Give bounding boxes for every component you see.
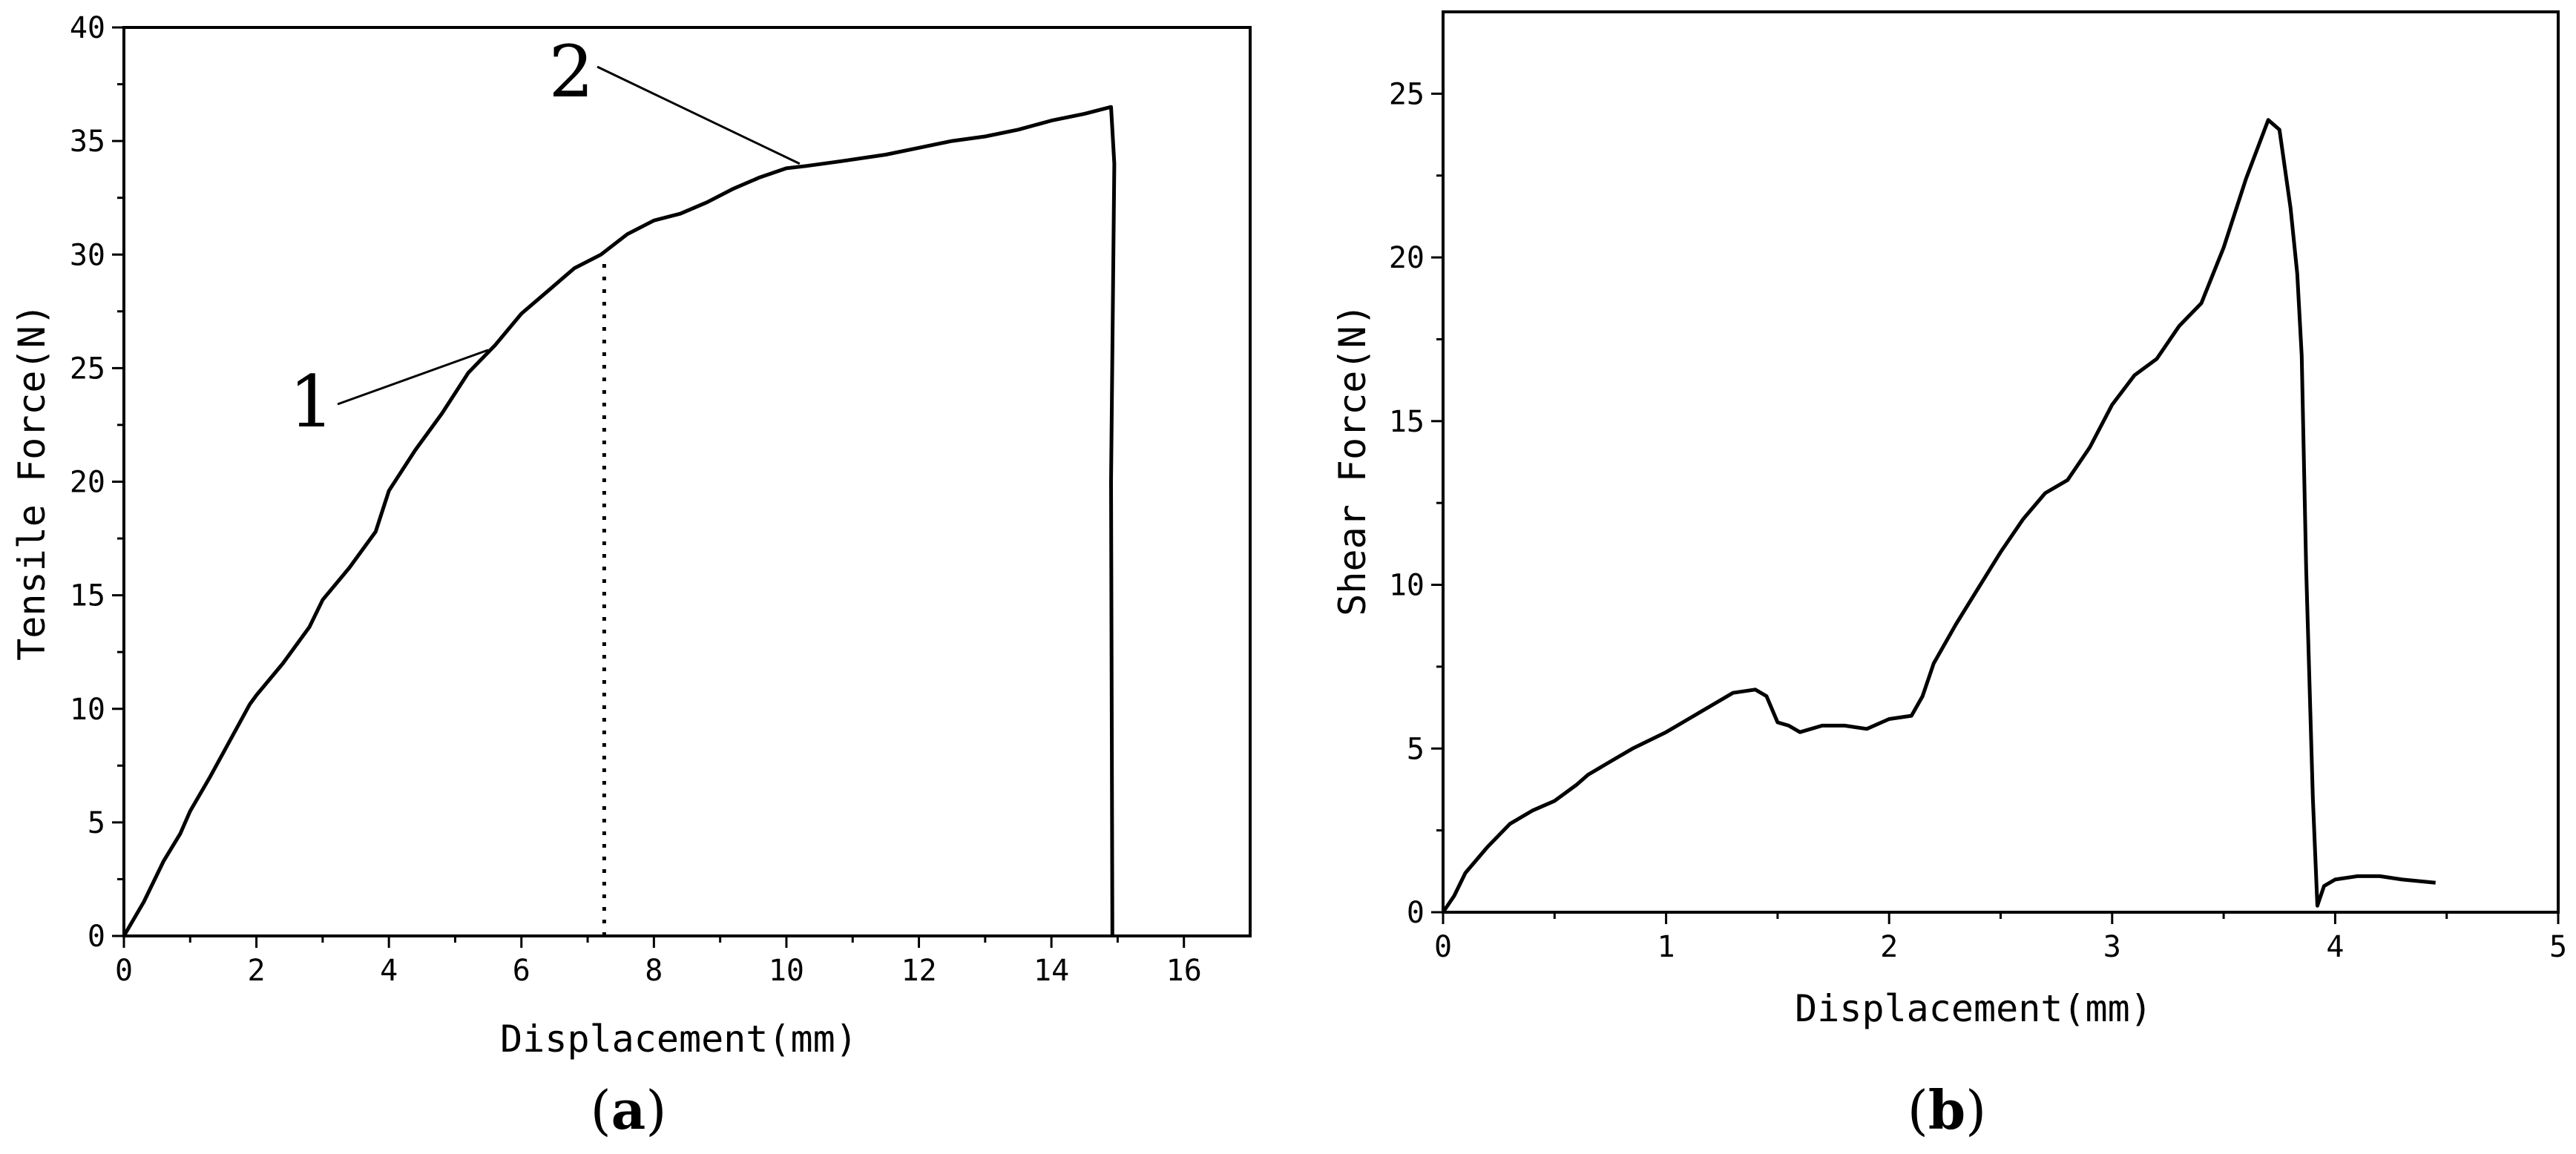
shear-chart: 0 1 2 3 4 5 0 5 10 15 20 25 Displacement(mm) Shear … bbox=[1331, 10, 2567, 1030]
tensile-axis-ticks bbox=[112, 26, 1186, 948]
a-x-tick-label: 10 bbox=[769, 954, 804, 988]
annotation-label-1: 1 bbox=[289, 360, 334, 444]
b-x-tick-label: 2 bbox=[1880, 930, 1898, 964]
panel-a-letter: a bbox=[611, 1078, 646, 1141]
b-y-tick-label: 25 bbox=[1389, 77, 1425, 111]
b-y-tick-label: 10 bbox=[1389, 569, 1425, 603]
b-y-tick-label: 5 bbox=[1407, 732, 1425, 766]
a-x-tick-label: 14 bbox=[1034, 954, 1069, 988]
tensile-y-axis-title: Tensile Force(N) bbox=[10, 303, 53, 661]
a-y-tick-label: 20 bbox=[70, 466, 105, 500]
panel-b-letter: b bbox=[1928, 1078, 1965, 1141]
a-y-tick-label: 0 bbox=[88, 920, 105, 954]
shear-axis-ticks bbox=[1431, 92, 2560, 924]
b-x-tick-label: 1 bbox=[1657, 930, 1675, 964]
a-y-tick-label: 40 bbox=[70, 11, 105, 45]
shear-tick-labels: 0 1 2 3 4 5 0 5 10 15 20 25 bbox=[1389, 77, 2567, 964]
a-x-tick-label: 12 bbox=[901, 954, 936, 988]
panel-label-b: (b) bbox=[1908, 1078, 1987, 1141]
a-x-tick-label: 16 bbox=[1166, 954, 1202, 988]
panel-b-close-paren: ) bbox=[1965, 1079, 1986, 1141]
annotation-leader-2 bbox=[597, 65, 801, 165]
a-y-tick-label: 35 bbox=[70, 125, 105, 159]
a-y-tick-label: 15 bbox=[70, 579, 105, 613]
b-x-tick-label: 5 bbox=[2549, 930, 2567, 964]
a-x-tick-label: 8 bbox=[645, 954, 663, 988]
b-y-tick-label: 15 bbox=[1389, 405, 1425, 439]
b-y-tick-label: 0 bbox=[1407, 896, 1425, 930]
a-x-tick-label: 2 bbox=[248, 954, 266, 988]
shear-force-curve bbox=[1441, 118, 2436, 914]
a-y-tick-label: 10 bbox=[70, 693, 105, 727]
a-y-tick-label: 25 bbox=[70, 352, 105, 386]
a-y-tick-label: 30 bbox=[70, 238, 105, 272]
b-x-tick-label: 3 bbox=[2103, 930, 2121, 964]
b-x-tick-label: 0 bbox=[1434, 930, 1452, 964]
panel-a-open-paren: ( bbox=[591, 1079, 611, 1141]
a-x-tick-label: 0 bbox=[115, 954, 133, 988]
a-x-tick-label: 4 bbox=[380, 954, 398, 988]
tensile-x-axis-title: Displacement(mm) bbox=[500, 1018, 858, 1061]
annotation-leader-1 bbox=[337, 349, 489, 406]
a-x-tick-label: 6 bbox=[513, 954, 530, 988]
shear-y-axis-title: Shear Force(N) bbox=[1331, 303, 1374, 616]
tensile-annotations: 12 bbox=[289, 30, 801, 444]
a-y-tick-label: 5 bbox=[88, 806, 105, 840]
annotation-label-2: 2 bbox=[548, 30, 594, 113]
panel-b-open-paren: ( bbox=[1908, 1079, 1928, 1141]
b-x-tick-label: 4 bbox=[2326, 930, 2344, 964]
b-y-tick-label: 20 bbox=[1389, 241, 1425, 275]
panel-a-close-paren: ) bbox=[645, 1079, 666, 1141]
shear-x-axis-title: Displacement(mm) bbox=[1795, 987, 2152, 1030]
tensile-force-curve bbox=[122, 105, 1117, 937]
panel-label-a: (a) bbox=[591, 1078, 667, 1141]
